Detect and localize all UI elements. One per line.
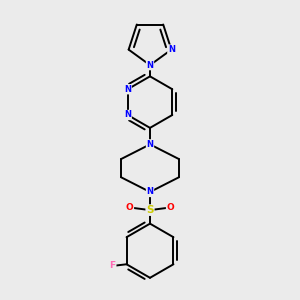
Text: N: N [146,140,154,149]
Text: N: N [168,45,175,54]
Text: F: F [110,261,116,270]
Text: O: O [126,203,134,212]
Text: N: N [124,85,131,94]
Text: S: S [146,205,154,215]
Text: O: O [167,203,174,212]
Text: N: N [124,110,131,119]
Text: N: N [146,61,154,70]
Text: N: N [146,188,154,196]
